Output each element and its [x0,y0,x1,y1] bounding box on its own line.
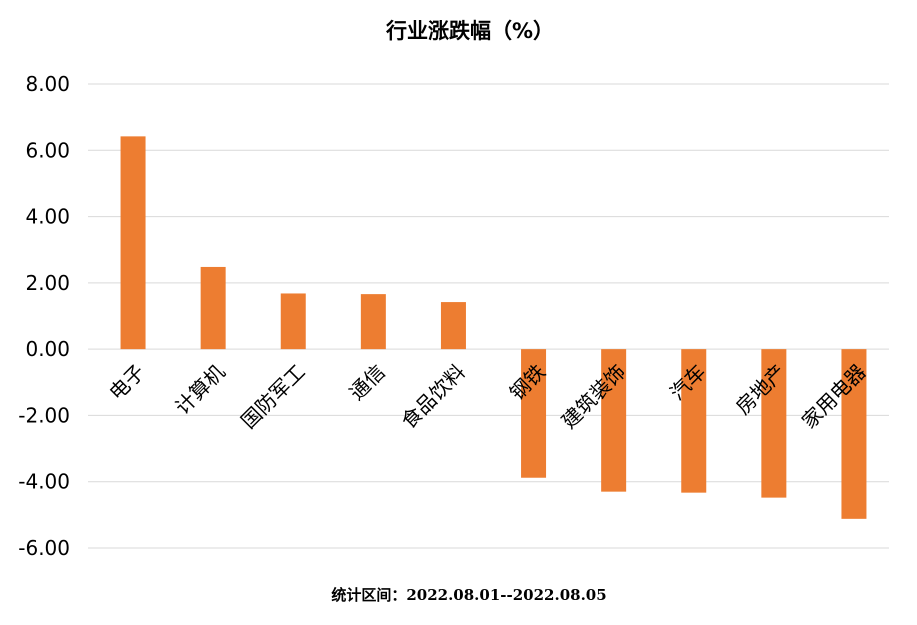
bar [681,349,707,493]
bar [120,136,146,350]
y-tick-label: -4.00 [18,470,70,494]
bar [440,302,466,350]
bar [521,349,547,478]
y-tick-label: 6.00 [25,138,70,162]
x-tick-label: 计算机 [170,360,229,419]
chart-title: 行业涨跌幅（%） [385,19,554,43]
y-tick-label: 8.00 [25,72,70,96]
y-tick-label: 0.00 [25,337,70,361]
y-tick-label: -2.00 [18,403,70,427]
x-axis-labels: 电子 计算机 国防军工 通信 食品饮料 钢铁 建筑装饰 汽车 房地产 家用电器 [104,360,870,434]
bar [200,266,226,350]
x-tick-label: 食品饮料 [396,360,470,434]
y-axis-ticks: 8.00 6.00 4.00 2.00 0.00 -2.00 -4.00 -6.00 [18,72,70,560]
bar [841,349,867,519]
bar [601,349,627,492]
x-tick-label: 电子 [104,360,149,405]
y-tick-label: 4.00 [25,205,70,229]
bar [360,294,386,350]
y-tick-label: 2.00 [25,271,70,295]
x-tick-label: 国防军工 [236,360,310,434]
y-tick-label: -6.00 [18,536,70,560]
period-footnote: 统计区间：2022.08.01--2022.08.05 [331,586,606,604]
bars [120,136,867,519]
bar [761,349,787,498]
bar [280,293,306,350]
x-tick-label: 通信 [345,360,390,405]
